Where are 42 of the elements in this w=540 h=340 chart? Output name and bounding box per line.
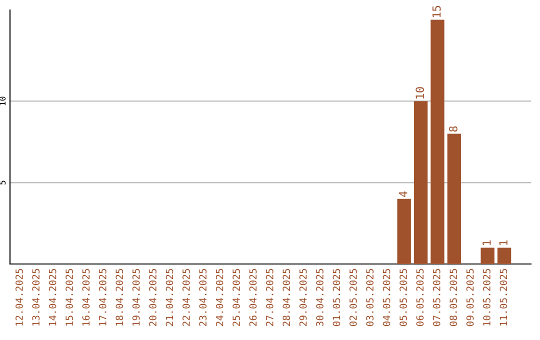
x-tick-label: 10.05.2025 <box>483 268 490 326</box>
x-tick-label: 22.04.2025 <box>182 268 190 326</box>
x-tick-label: 18.04.2025 <box>116 268 124 326</box>
x-tick-label: 23.04.2025 <box>199 268 207 326</box>
data-label: 8 <box>449 126 458 132</box>
x-tick-label: 21.04.2025 <box>166 268 174 326</box>
x-tick-label: 24.04.2025 <box>216 268 224 326</box>
x-tick-label: 06.05.2025 <box>416 268 424 326</box>
x-tick-label: 03.05.2025 <box>366 268 374 326</box>
bar <box>497 248 512 264</box>
data-label: 10 <box>416 87 424 98</box>
data-label: 1 <box>482 240 491 245</box>
x-tick-label: 15.04.2025 <box>66 268 73 326</box>
x-tick-label: 30.04.2025 <box>316 268 324 326</box>
x-tick-label: 01.05.2025 <box>332 268 340 326</box>
x-tick-label: 28.04.2025 <box>282 268 290 326</box>
x-tick-label: 04.05.2025 <box>382 268 390 326</box>
x-tick-label: 19.04.2025 <box>132 268 140 326</box>
bar <box>447 134 462 264</box>
x-tick-label: 02.05.2025 <box>349 268 357 326</box>
bar <box>480 248 494 264</box>
x-tick-label: 25.04.2025 <box>232 268 240 326</box>
x-tick-label: 17.04.2025 <box>99 268 106 326</box>
x-tick-label: 05.05.2025 <box>400 268 407 326</box>
bar <box>414 101 428 264</box>
data-label: 15 <box>432 6 441 18</box>
x-tick-label: 27.04.2025 <box>266 268 274 326</box>
x-tick-label: 12.04.2025 <box>16 268 23 326</box>
x-tick-label: 20.04.2025 <box>149 268 156 326</box>
x-tick-label: 26.04.2025 <box>249 268 257 326</box>
x-tick-label: 14.04.2025 <box>48 268 56 326</box>
x-tick-label: 09.05.2025 <box>466 268 474 326</box>
x-tick-label: 08.05.2025 <box>450 268 458 326</box>
x-tick-label: 07.05.2025 <box>432 268 440 326</box>
bar <box>430 20 444 264</box>
x-tick-label: 11.05.2025 <box>500 268 508 326</box>
x-tick-label: 29.04.2025 <box>299 268 307 326</box>
data-label: 1 <box>499 240 508 245</box>
x-tick-label: 16.04.2025 <box>82 268 90 326</box>
data-label: 4 <box>399 191 408 197</box>
x-tick-label: 13.04.2025 <box>32 268 40 326</box>
bar <box>397 198 411 264</box>
